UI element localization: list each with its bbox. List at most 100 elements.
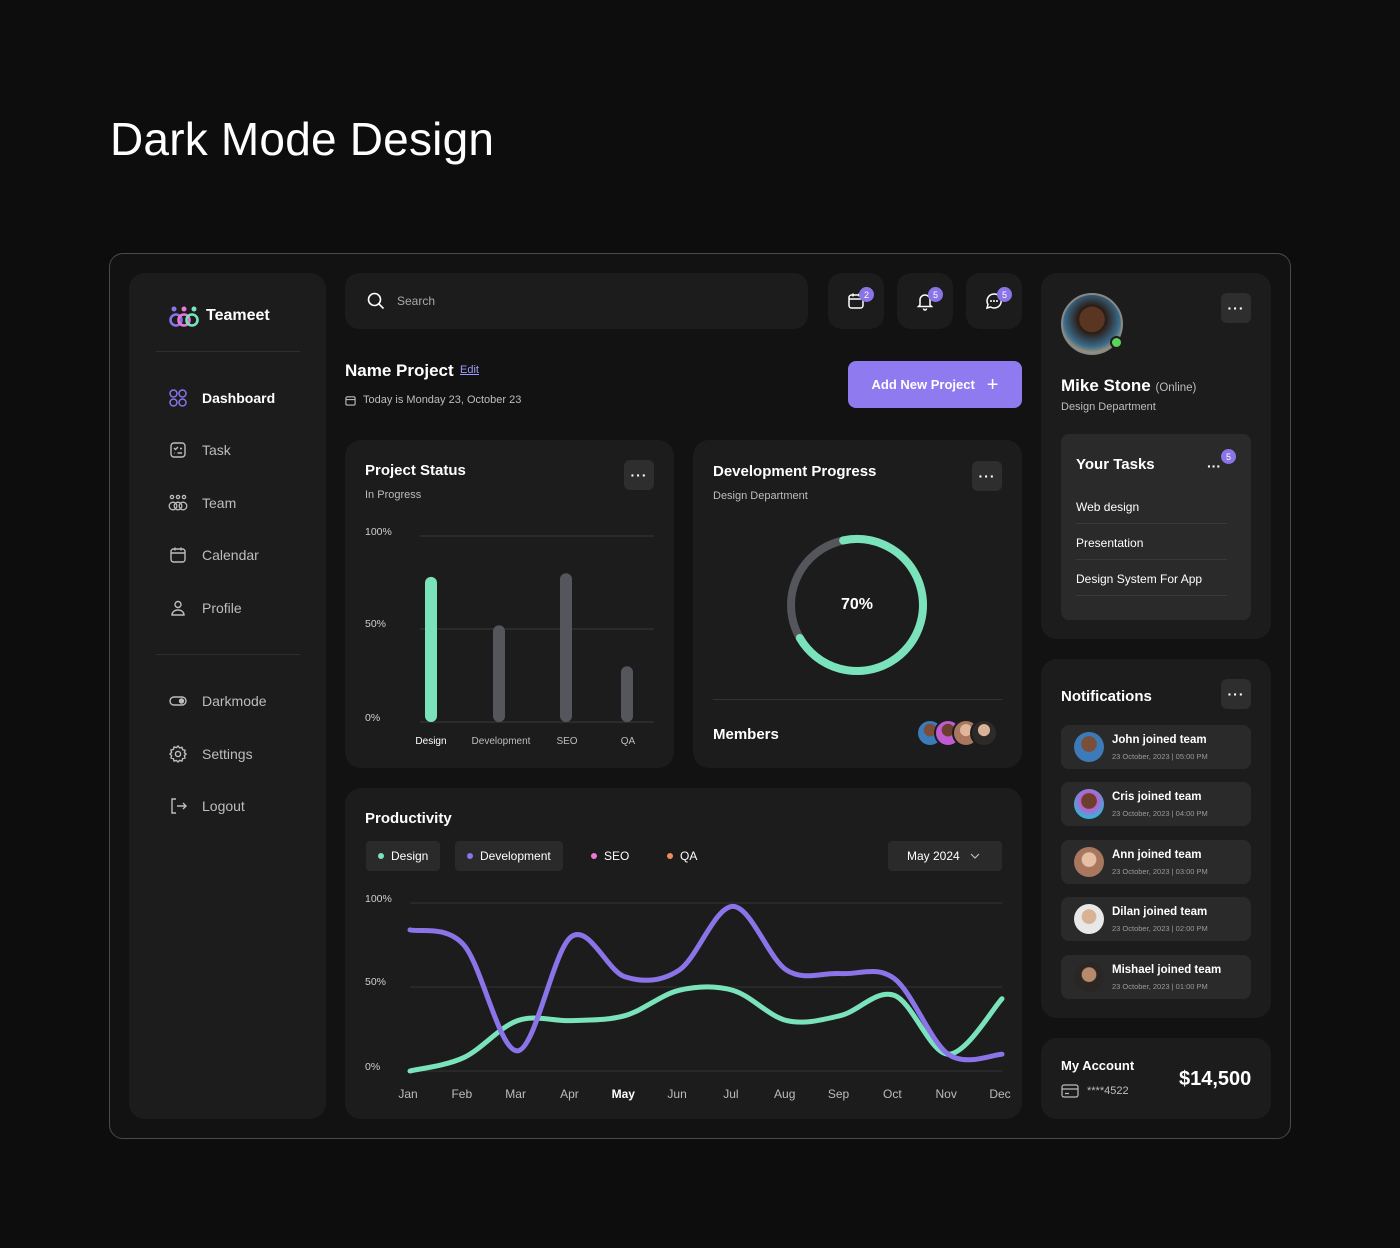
progress-percent: 70% bbox=[840, 596, 874, 613]
tasks-title: Your Tasks bbox=[1076, 456, 1155, 473]
sidebar-item-dashboard[interactable]: Dashboard bbox=[168, 388, 275, 408]
profile-name-text: Mike Stone bbox=[1061, 376, 1151, 395]
y-tick-label: 50% bbox=[365, 976, 387, 988]
notification-item[interactable]: Mishael joined team 23 October, 2023 | 0… bbox=[1061, 955, 1251, 999]
legend-label: Development bbox=[480, 849, 551, 863]
month-select[interactable]: May 2024 bbox=[888, 841, 1002, 871]
sidebar-divider bbox=[156, 654, 300, 655]
avatar bbox=[970, 719, 998, 747]
card-number: ****4522 bbox=[1087, 1085, 1129, 1097]
project-status-subtitle: In Progress bbox=[365, 489, 422, 501]
more-icon: ··· bbox=[1227, 686, 1245, 702]
more-options-button[interactable]: ··· bbox=[1221, 679, 1251, 709]
calendar-icon bbox=[345, 395, 356, 406]
task-divider bbox=[1076, 559, 1227, 560]
series-line-development bbox=[407, 903, 1005, 1063]
x-tick-label: Feb bbox=[451, 1087, 473, 1101]
search-input[interactable] bbox=[397, 294, 777, 308]
month-select-value: May 2024 bbox=[907, 849, 960, 863]
team-icon bbox=[168, 494, 188, 511]
bar-development bbox=[493, 625, 505, 722]
account-balance: $14,500 bbox=[1179, 1068, 1252, 1090]
y-tick-label: 100% bbox=[365, 526, 392, 538]
notification-item[interactable]: Ann joined team 23 October, 2023 | 03:00… bbox=[1061, 840, 1251, 884]
notifications-button[interactable]: 5 bbox=[897, 273, 953, 329]
profile-name: Mike Stone (Online) bbox=[1061, 376, 1196, 396]
sidebar-item-calendar[interactable]: Calendar bbox=[168, 545, 259, 565]
task-divider bbox=[1076, 595, 1227, 596]
notification-item[interactable]: Cris joined team 23 October, 2023 | 04:0… bbox=[1061, 782, 1251, 826]
profile-department: Design Department bbox=[1061, 401, 1156, 413]
messages-button[interactable]: 5 bbox=[966, 273, 1022, 329]
more-options-button[interactable]: ··· bbox=[624, 460, 654, 490]
plus-icon: + bbox=[986, 373, 999, 396]
notification-title: Cris joined team bbox=[1112, 791, 1202, 803]
legend-label: QA bbox=[680, 849, 698, 863]
legend-development[interactable]: Development bbox=[455, 841, 563, 871]
gear-icon bbox=[169, 744, 188, 763]
sidebar-item-task[interactable]: Task bbox=[168, 440, 231, 460]
notification-title: John joined team bbox=[1112, 734, 1207, 746]
teameet-logo-icon bbox=[169, 306, 199, 327]
notification-title: Ann joined team bbox=[1112, 849, 1202, 861]
calendar-button[interactable]: 2 bbox=[828, 273, 884, 329]
card-number-row: ****4522 bbox=[1061, 1084, 1129, 1098]
task-item[interactable]: Design System For App bbox=[1076, 572, 1203, 586]
project-status-bar-chart bbox=[420, 535, 654, 723]
credit-card-icon bbox=[1061, 1084, 1079, 1098]
notification-item[interactable]: John joined team 23 October, 2023 | 05:0… bbox=[1061, 725, 1251, 769]
profile-status: (Online) bbox=[1155, 382, 1197, 394]
more-icon[interactable]: ··· bbox=[1207, 458, 1221, 474]
app-logo[interactable]: Teameet bbox=[168, 305, 270, 327]
notifications-badge: 5 bbox=[928, 287, 943, 302]
x-tick-label: Sep bbox=[827, 1087, 850, 1101]
avatar bbox=[1074, 789, 1104, 819]
project-name: Name Project bbox=[345, 361, 454, 380]
sidebar-item-profile[interactable]: Profile bbox=[168, 598, 242, 618]
account-title: My Account bbox=[1061, 1058, 1135, 1073]
edit-link[interactable]: Edit bbox=[460, 364, 479, 376]
legend-design[interactable]: Design bbox=[366, 841, 441, 871]
sidebar-item-settings[interactable]: Settings bbox=[168, 744, 253, 764]
more-icon: ··· bbox=[1227, 300, 1245, 316]
x-category-label: SEO bbox=[556, 736, 578, 747]
sidebar-divider bbox=[156, 351, 300, 352]
notification-time: 23 October, 2023 | 02:00 PM bbox=[1112, 924, 1208, 933]
more-icon: ··· bbox=[978, 468, 996, 484]
notification-item[interactable]: Dilan joined team 23 October, 2023 | 02:… bbox=[1061, 897, 1251, 941]
task-item[interactable]: Web design bbox=[1076, 500, 1140, 514]
date-line: Today is Monday 23, October 23 bbox=[345, 394, 521, 406]
task-icon bbox=[170, 442, 186, 458]
x-tick-label: Aug bbox=[774, 1087, 796, 1101]
sidebar bbox=[129, 273, 326, 1119]
more-options-button[interactable]: ··· bbox=[1221, 293, 1251, 323]
x-tick-label: Jun bbox=[667, 1087, 687, 1101]
sidebar-item-logout[interactable]: Logout bbox=[168, 796, 245, 816]
dev-progress-title: Development Progress bbox=[713, 463, 877, 480]
legend-seo[interactable]: SEO bbox=[579, 841, 641, 871]
sidebar-item-team[interactable]: Team bbox=[168, 493, 236, 513]
add-new-project-button[interactable]: Add New Project + bbox=[848, 361, 1022, 408]
legend-label: Design bbox=[391, 849, 429, 863]
more-options-button[interactable]: ··· bbox=[972, 461, 1002, 491]
series-line-design bbox=[407, 984, 1005, 1074]
messages-badge: 5 bbox=[997, 287, 1012, 302]
sidebar-item-label: Darkmode bbox=[202, 693, 267, 709]
sidebar-item-darkmode[interactable]: Darkmode bbox=[168, 691, 267, 711]
app-name: Teameet bbox=[206, 307, 270, 324]
legend-dot bbox=[667, 853, 673, 859]
project-status-title: Project Status bbox=[365, 462, 466, 479]
tasks-badge: 5 bbox=[1221, 449, 1236, 464]
y-tick-label: 50% bbox=[365, 618, 387, 630]
sidebar-item-label: Calendar bbox=[202, 547, 259, 563]
search-bar[interactable] bbox=[345, 273, 808, 329]
notification-time: 23 October, 2023 | 01:00 PM bbox=[1112, 982, 1208, 991]
task-item[interactable]: Presentation bbox=[1076, 536, 1144, 550]
legend-qa[interactable]: QA bbox=[655, 841, 709, 871]
notification-time: 23 October, 2023 | 05:00 PM bbox=[1112, 752, 1208, 761]
avatar bbox=[1074, 847, 1104, 877]
bar-seo bbox=[560, 573, 572, 722]
member-avatars[interactable] bbox=[916, 719, 1006, 749]
x-tick-label: Jan bbox=[398, 1087, 418, 1101]
bar-design bbox=[425, 576, 437, 722]
